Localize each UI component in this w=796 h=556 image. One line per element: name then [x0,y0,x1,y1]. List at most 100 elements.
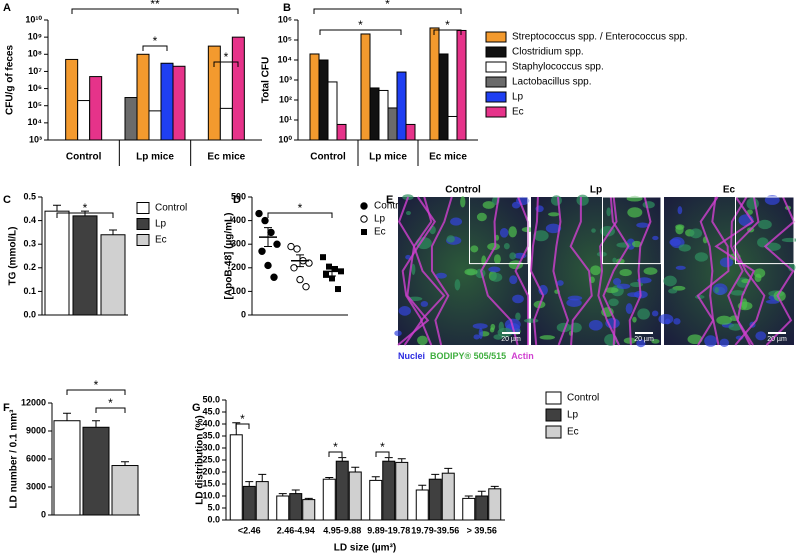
stain-label: BODIPY® 505/515 [430,351,506,361]
legend-label: Lp [374,214,386,225]
y-tick-label: 10⁷ [28,66,42,76]
y-tick-label: 0.2 [23,262,36,272]
image-texture [642,201,655,209]
bar [100,234,126,316]
y-tick-label: 10⁸ [28,49,42,59]
error-bar [81,210,89,216]
bar [348,471,362,521]
error-bar [397,458,406,463]
image-texture [556,280,564,286]
image-texture [539,335,556,340]
image-texture [430,196,453,346]
image-texture [446,235,455,243]
bar [255,481,269,521]
y-tick-label: 10⁹ [28,32,42,42]
image-texture [612,278,622,286]
image-texture [591,228,596,233]
y-tick-label: 10⁴ [28,117,42,127]
image-texture [490,272,503,282]
image-texture [627,207,643,218]
legend-swatch [136,202,150,214]
image-texture [464,268,478,276]
significance-label: * [358,18,363,32]
y-tick-label: 0 [241,309,246,319]
significance-bracket [71,8,239,14]
significance-label: * [445,18,450,32]
panel-letter: G [192,402,201,414]
image-texture [719,257,734,268]
y-tick-label: 15.0 [202,478,220,488]
bar [369,87,380,141]
image-texture [487,242,500,251]
error-bar [338,457,347,462]
image-texture [746,209,753,215]
x-tick-label: 9.89-19.78 [367,525,410,535]
y-tick-label: 0.0 [207,514,220,524]
image-texture [628,196,652,346]
y-tick-label: 100 [231,286,246,296]
image-texture [533,230,549,242]
image-texture [588,320,603,331]
image-texture [597,196,620,346]
image-texture [663,275,677,287]
point [296,275,304,284]
inset-frame [735,196,795,265]
image-texture [460,196,466,208]
y-tick-label: 0.0 [23,309,36,319]
image-texture [493,254,501,265]
significance-bracket [319,29,402,35]
image-texture [470,245,479,253]
image-texture [631,240,642,248]
bar [447,115,458,141]
legend-swatch [136,234,150,246]
image-texture [509,275,518,285]
legend-label: Staphylococcus spp. [512,62,604,73]
image-texture [608,298,619,307]
bar [441,472,455,521]
error-bar [53,204,61,212]
panel-title: Control [445,185,481,196]
image-texture [678,244,691,252]
point [335,286,341,293]
image-texture [746,197,759,210]
bar [89,76,103,141]
bar [231,36,245,141]
bar [395,461,409,521]
group-label: Lp mice [369,152,407,163]
legend-swatch [485,76,507,88]
y-tick-label: 30.0 [202,442,220,452]
bar [336,123,347,141]
y-tick-label: 10¹ [279,114,292,124]
y-tick-label: 10⁶ [28,83,42,93]
point [258,247,266,255]
error-bar [371,476,380,481]
group-label: Control [66,152,102,163]
y-tick-label: 5.0 [207,502,220,512]
image-texture [652,235,659,241]
point [273,240,281,248]
image-texture [636,339,646,348]
image-texture [420,301,429,307]
bar [405,123,416,141]
significance-label: * [298,201,303,215]
image-texture [637,308,650,320]
legend-swatch [136,218,150,230]
significance-label: * [153,34,158,48]
x-tick-label: 4.95-9.88 [323,525,361,535]
bar [475,495,489,521]
image-texture [668,288,678,294]
error-bar [278,493,287,496]
y-tick-label: 0.1 [23,286,36,296]
image-texture [454,279,461,291]
significance-bracket [433,29,462,35]
micrograph [523,194,662,348]
error-bar [121,461,129,466]
significance-label: ** [150,0,160,11]
image-texture [604,287,619,294]
bar [438,53,449,141]
significance-bracket [313,8,462,14]
panel-letter: E [386,194,393,206]
bar [302,499,316,521]
image-texture [673,318,681,325]
bar [53,420,81,516]
